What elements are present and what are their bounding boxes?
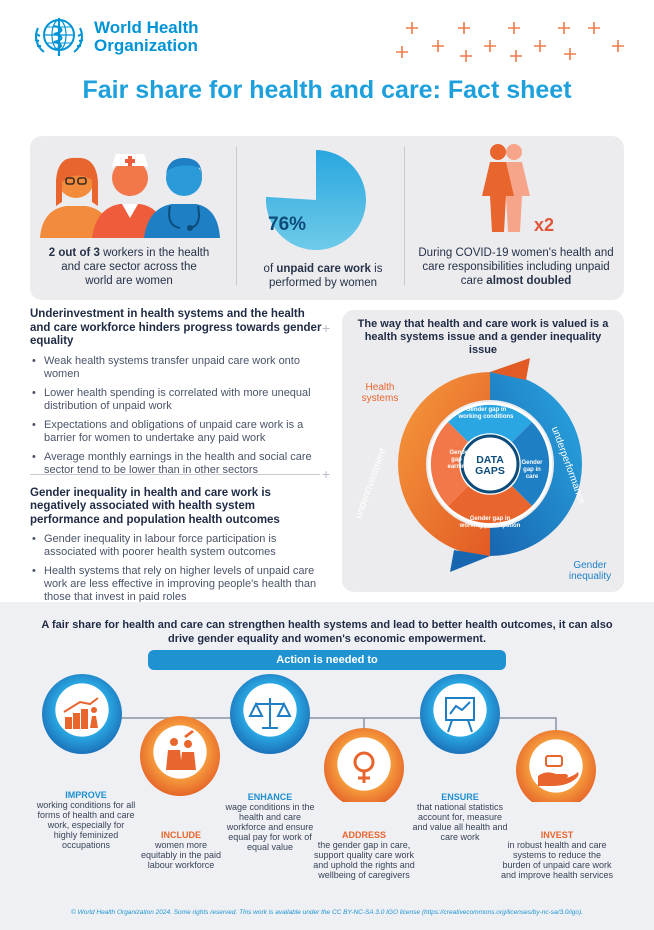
decorative-crosses-icon <box>396 22 624 62</box>
label-gap-working-participation: Gender gap in working participation <box>450 516 530 530</box>
label-gender-inequality: Gender inequality <box>568 560 612 582</box>
gap-left-line3: earnings <box>447 464 473 470</box>
diagram-title: The way that health and care work is val… <box>357 318 609 356</box>
gap-right-line3: care <box>525 474 539 480</box>
list-item: Lower health spending is correlated with… <box>30 387 324 413</box>
list-item: Gender inequality in labour force partic… <box>30 533 324 559</box>
gap-right-line2: gap in <box>523 467 541 473</box>
action-banner: Action is needed to <box>148 650 506 670</box>
list-item: Weak health systems transfer unpaid care… <box>30 355 324 381</box>
action-text: wage conditions in the health and care w… <box>225 802 315 852</box>
gap-bottom-line1: Gender gap in <box>469 516 511 522</box>
underinvestment-bullets: Weak health systems transfer unpaid care… <box>30 355 324 477</box>
stats-divider <box>236 146 237 286</box>
action-verb: INCLUDE <box>161 830 201 840</box>
health-workers-icon <box>40 154 220 238</box>
list-item: Average monthly earnings in the health a… <box>30 451 324 477</box>
stats-divider-2 <box>404 146 405 286</box>
gender-inequality-bullets: Gender inequality in labour force partic… <box>30 533 324 604</box>
unpaid-share-slice <box>266 150 366 250</box>
label-gap-care: Gender gap in care <box>518 460 546 481</box>
plus-marker-icon: + <box>322 466 331 482</box>
gap-left-line1: Gender <box>449 450 471 456</box>
action-verb: ADDRESS <box>341 830 386 840</box>
address-circle <box>324 728 404 802</box>
gap-right-line1: Gender <box>521 460 543 466</box>
action-text: that national statistics account for, me… <box>412 802 508 842</box>
plus-marker-icon: + <box>322 320 331 336</box>
stat-covid-text-main: During COVID-19 women's health and care … <box>418 247 614 287</box>
section-heading-underinvestment: Underinvestment in health systems and th… <box>30 308 322 347</box>
stat-unpaid-percent: 76% <box>268 214 307 235</box>
unpaid-care-pie-chart <box>266 150 366 250</box>
action-address: ADDRESS the gender gap in care, support … <box>308 830 420 880</box>
section-divider <box>30 474 320 475</box>
who-emblem-icon <box>34 18 84 56</box>
action-text: the gender gap in care, support quality … <box>313 840 415 880</box>
stat-unpaid-bold: unpaid care work <box>276 263 371 275</box>
action-enhance: ENHANCE wage conditions in the health an… <box>220 792 320 852</box>
data-gaps-line1: DATA <box>476 454 504 466</box>
action-text: women more equitably in the paid labour … <box>140 840 222 870</box>
stat-workers-bold: 2 out of 3 <box>48 247 100 259</box>
label-gap-working-conditions: Gender gap in working conditions <box>446 407 526 421</box>
action-ensure: ENSURE that national statistics account … <box>412 792 508 842</box>
ensure-circle <box>420 674 500 754</box>
copyright-footer: © World Health Organization 2024. Some r… <box>71 909 583 916</box>
org-name-line1: World Health <box>94 18 199 37</box>
actions-flow-graphic <box>42 674 596 802</box>
gap-top-line1: Gender gap in <box>465 407 507 413</box>
data-gaps-diagram <box>398 358 582 572</box>
action-verb: ENSURE <box>441 792 479 802</box>
action-text: working conditions for all forms of heal… <box>36 800 136 850</box>
actions-intro: A fair share for health and care can str… <box>41 619 613 645</box>
action-verb: IMPROVE <box>65 790 107 800</box>
who-logo: World Health Organization <box>30 14 199 60</box>
action-verb: ENHANCE <box>247 792 293 802</box>
list-item: Health systems that rely on higher level… <box>30 565 324 604</box>
stat-unpaid-text: of unpaid care work is performed by wome… <box>258 262 388 290</box>
stat-workers-text: 2 out of 3 workers in the health and car… <box>46 246 212 288</box>
stat-doubled-multiplier: x2 <box>534 215 555 235</box>
action-include: INCLUDE women more equitably in the paid… <box>136 830 226 870</box>
two-women-icon <box>482 144 530 232</box>
org-name-line2: Organization <box>94 36 198 55</box>
left-column: Underinvestment in health systems and th… <box>30 308 324 610</box>
label-health-systems: Health systems <box>361 382 399 404</box>
action-improve: IMPROVE working conditions for all forms… <box>36 790 136 850</box>
stat-covid-bold: almost doubled <box>486 275 572 287</box>
stat-workers-rest: workers in the health and care sector ac… <box>61 247 210 287</box>
gap-bottom-line2: working participation <box>459 523 521 529</box>
list-item: Expectations and obligations of unpaid c… <box>30 419 324 445</box>
label-gap-earnings: Gender gap in earnings <box>446 450 474 471</box>
gap-top-line2: working conditions <box>458 414 514 420</box>
label-data-gaps: DATA GAPS <box>464 455 516 477</box>
section-heading-gender-inequality: Gender inequality in health and care wor… <box>30 486 280 526</box>
action-invest: INVEST in robust health and care systems… <box>500 830 614 880</box>
data-gaps-line2: GAPS <box>475 465 505 477</box>
action-verb: INVEST <box>540 830 574 840</box>
action-text: in robust health and care systems to red… <box>500 840 614 880</box>
gap-left-line2: gap in <box>451 457 469 463</box>
organization-name: World Health Organization <box>94 19 199 55</box>
stat-unpaid-text-b: is performed by women <box>268 263 383 289</box>
page-title: Fair share for health and care: Fact she… <box>82 76 572 104</box>
stat-unpaid-text-a: of <box>263 263 277 275</box>
stat-covid-text: During COVID-19 women's health and care … <box>412 246 620 288</box>
